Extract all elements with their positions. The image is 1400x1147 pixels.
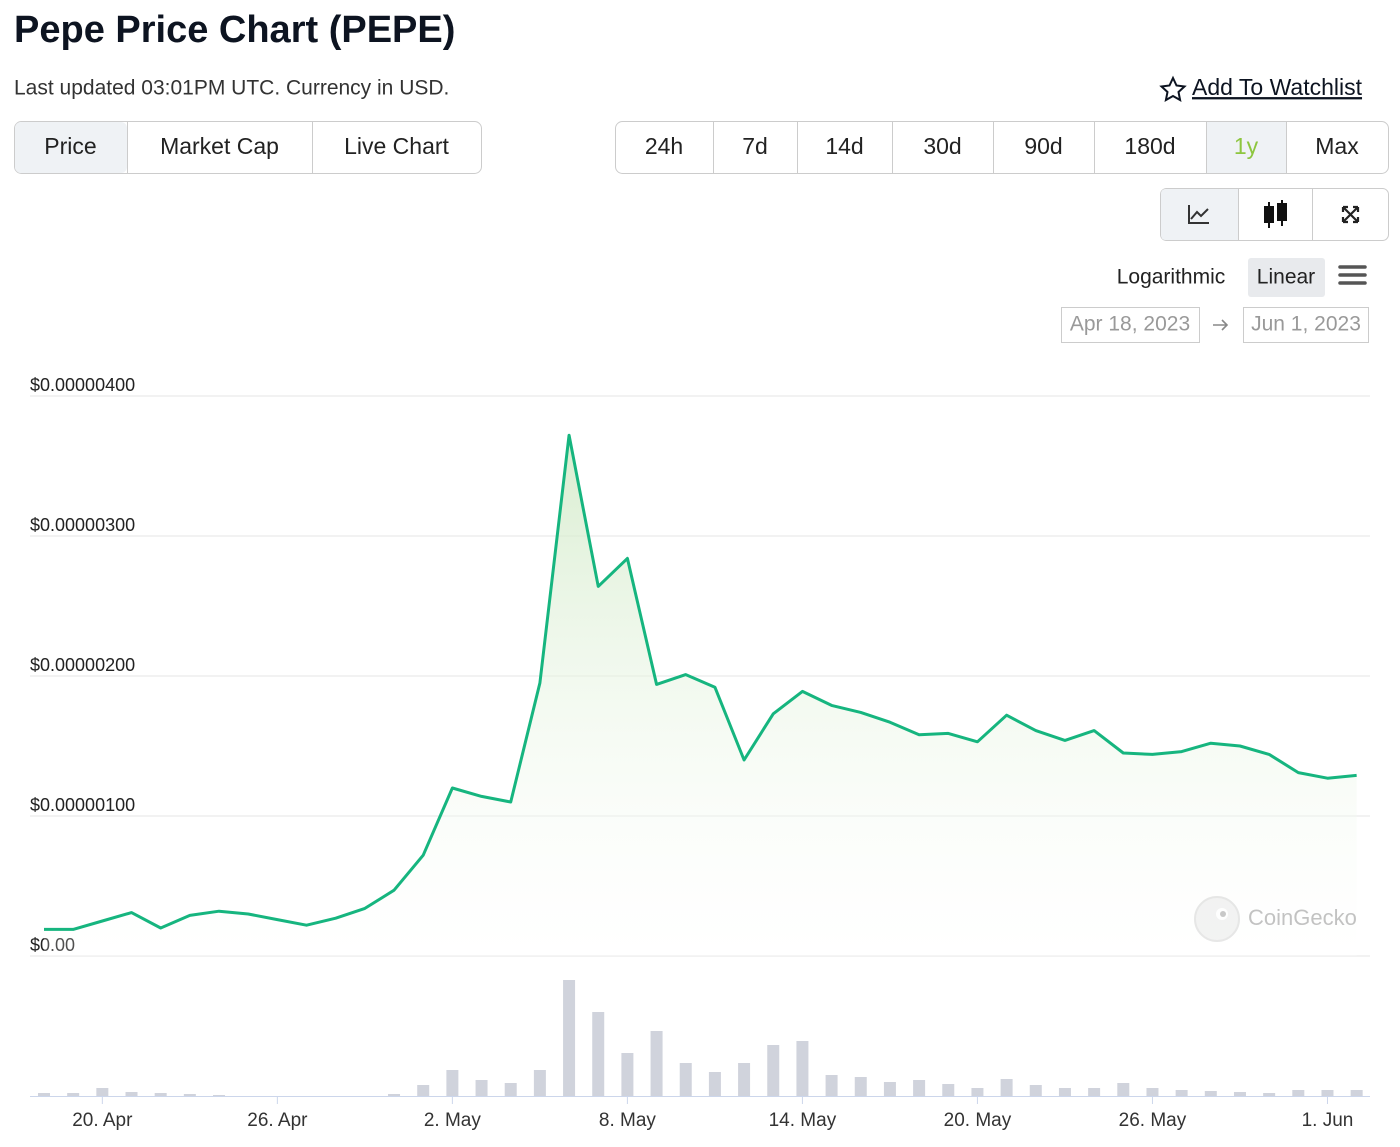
volume-bar xyxy=(854,1077,867,1096)
volume-bar xyxy=(563,980,576,1096)
star-icon[interactable] xyxy=(1159,75,1187,102)
watchlist-link[interactable]: Add To Watchlist xyxy=(1192,74,1363,100)
segment-label[interactable]: 14d xyxy=(825,133,863,159)
volume-bar xyxy=(1321,1090,1334,1096)
x-tick-label: 20. May xyxy=(944,1110,1012,1131)
volume-bar xyxy=(1292,1090,1305,1096)
scale-active-bg xyxy=(1248,258,1325,297)
scale-option[interactable]: Logarithmic xyxy=(1117,266,1226,289)
volume-bar xyxy=(446,1070,459,1096)
segment-label[interactable]: 90d xyxy=(1024,133,1062,159)
volume-bar xyxy=(1233,1092,1246,1096)
volume-bar xyxy=(38,1093,50,1096)
volume-bar xyxy=(67,1093,80,1096)
price-area xyxy=(44,435,1357,956)
scale-option[interactable]: Linear xyxy=(1257,266,1315,289)
date-to[interactable]: Jun 1, 2023 xyxy=(1251,313,1361,336)
volume-bar xyxy=(388,1094,401,1096)
segment-active-bg xyxy=(15,122,127,173)
segment-label[interactable]: 24h xyxy=(645,133,683,159)
y-tick-label: $0.00000300 xyxy=(30,515,135,535)
volume-bar xyxy=(1146,1088,1159,1096)
volume-bar xyxy=(1088,1088,1101,1096)
tab-group: Price Market Cap Live Chart xyxy=(14,121,482,174)
volume-bar xyxy=(125,1092,138,1096)
chart: $0.00$0.00000100$0.00000200$0.00000300$0… xyxy=(30,375,1370,1131)
volume-bar xyxy=(650,1031,663,1096)
x-tick-label: 20. Apr xyxy=(72,1110,133,1131)
volume-bar xyxy=(971,1088,984,1096)
segment-label[interactable]: 180d xyxy=(1124,133,1175,159)
menu-icon[interactable] xyxy=(1338,265,1367,285)
fullscreen-icon[interactable] xyxy=(1341,205,1360,224)
x-tick-label: 26. Apr xyxy=(247,1110,308,1131)
segment-label[interactable]: 30d xyxy=(923,133,961,159)
line-chart-icon xyxy=(1188,205,1209,224)
x-tick-label: 14. May xyxy=(769,1110,837,1131)
date-from[interactable]: Apr 18, 2023 xyxy=(1070,313,1190,336)
volume-bar xyxy=(738,1063,751,1096)
volume-bar xyxy=(679,1063,692,1096)
volume-bar xyxy=(213,1095,226,1096)
volume-bar xyxy=(796,1041,809,1096)
page-title: Pepe Price Chart (PEPE) xyxy=(14,9,455,51)
volume-bar xyxy=(883,1082,896,1096)
volume-bar xyxy=(1058,1088,1071,1096)
segment-active-bg xyxy=(1207,122,1286,173)
volume-bar xyxy=(96,1088,109,1096)
volume-bar xyxy=(154,1093,167,1096)
volume-bar xyxy=(1204,1091,1217,1096)
volume-bar xyxy=(621,1053,634,1096)
volume-bar xyxy=(475,1080,488,1096)
range-group: 24h 7d 14d 30d 90d 180d 1y Max xyxy=(615,121,1389,174)
volume-bar xyxy=(1117,1083,1130,1096)
candlestick-icon[interactable] xyxy=(1264,200,1287,228)
segment-label[interactable]: Max xyxy=(1315,133,1359,159)
x-tick-label: 2. May xyxy=(424,1110,482,1131)
volume-bar xyxy=(913,1080,926,1096)
x-tick-label: 1. Jun xyxy=(1302,1110,1354,1131)
date-to-box[interactable] xyxy=(1243,307,1369,343)
price-line xyxy=(44,433,1357,931)
segment-frame xyxy=(615,121,1389,174)
arrow-icon xyxy=(1213,319,1229,331)
segment-label[interactable]: Price xyxy=(44,133,96,159)
volume-bar xyxy=(504,1083,517,1096)
date-from-box[interactable] xyxy=(1061,307,1200,343)
segment-frame xyxy=(14,121,482,174)
volume-bar xyxy=(1350,1090,1363,1096)
x-tick-label: 26. May xyxy=(1119,1110,1187,1131)
volume-bar xyxy=(825,1075,838,1096)
watermark-text: CoinGecko xyxy=(1248,905,1357,930)
x-tick-label: 8. May xyxy=(599,1110,657,1131)
volume-bar xyxy=(533,1070,546,1096)
volume-bar xyxy=(1000,1079,1013,1096)
segment-label[interactable]: Market Cap xyxy=(160,133,279,159)
volume-bar xyxy=(1175,1090,1188,1096)
volume-bar xyxy=(708,1072,721,1096)
volume-bar xyxy=(417,1085,430,1096)
y-tick-label: $0.00000400 xyxy=(30,375,135,395)
segment-label[interactable]: 7d xyxy=(742,133,768,159)
chart-type-group xyxy=(1160,188,1389,241)
subtitle: Last updated 03:01PM UTC. Currency in US… xyxy=(14,77,449,100)
volume-bar xyxy=(942,1084,955,1096)
volume-bar xyxy=(767,1045,780,1096)
volume-bar xyxy=(1029,1085,1042,1096)
volume-bar xyxy=(592,1012,605,1096)
segment-label[interactable]: Live Chart xyxy=(344,133,449,159)
volume-bar xyxy=(1263,1093,1276,1096)
y-tick-label: $0.00000100 xyxy=(30,795,135,815)
watermark: CoinGecko xyxy=(1194,896,1357,942)
volume-bar xyxy=(183,1094,196,1096)
scale-toggle: Logarithmic Linear xyxy=(1117,258,1325,297)
segment-label[interactable]: 1y xyxy=(1234,133,1259,159)
y-tick-label: $0.00000200 xyxy=(30,655,135,675)
